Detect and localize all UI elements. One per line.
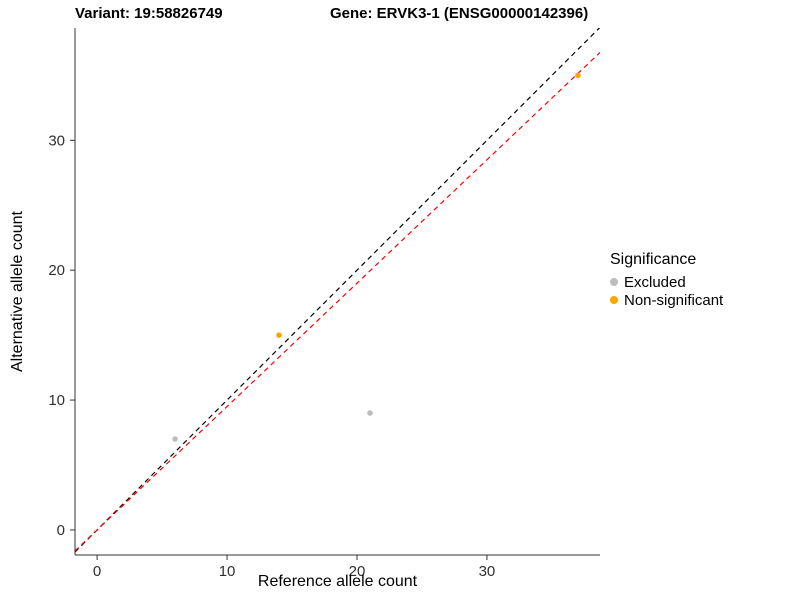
y-tick-label: 0	[57, 522, 65, 539]
data-point-excluded	[367, 410, 373, 416]
plot-title-variant: Variant: 19:58826749	[75, 5, 223, 22]
y-axis-title: Alternative allele count	[9, 211, 26, 372]
plot-title-gene: Gene: ERVK3-1 (ENSG00000142396)	[330, 5, 589, 22]
data-point-excluded	[172, 436, 178, 442]
x-tick-label: 10	[219, 563, 236, 580]
legend-title: Significance	[610, 251, 697, 268]
data-layer	[75, 28, 600, 553]
legend-entry-non-significant: Non-significant	[610, 291, 723, 309]
x-tick-label: 0	[93, 563, 101, 580]
x-tick-label: 20	[349, 563, 366, 580]
y-tick-label: 10	[48, 392, 65, 409]
identity-line	[75, 28, 600, 553]
y-tick-label: 20	[48, 262, 65, 279]
x-axis-title: Reference allele count	[257, 573, 418, 590]
expected-ratio-line	[75, 52, 600, 552]
non-significant-dot-icon	[610, 296, 618, 304]
legend-label-non-significant: Non-significant	[624, 291, 724, 309]
legend-label-excluded: Excluded	[624, 273, 686, 291]
x-tick-label: 30	[479, 563, 496, 580]
data-point-non-significant	[575, 72, 581, 79]
legend-entry-excluded: Excluded	[610, 273, 723, 291]
excluded-dot-icon	[610, 278, 618, 286]
data-point-non-significant	[276, 332, 282, 338]
legend: Significance Excluded Non-significant	[610, 251, 723, 309]
y-tick-label: 30	[48, 132, 65, 149]
